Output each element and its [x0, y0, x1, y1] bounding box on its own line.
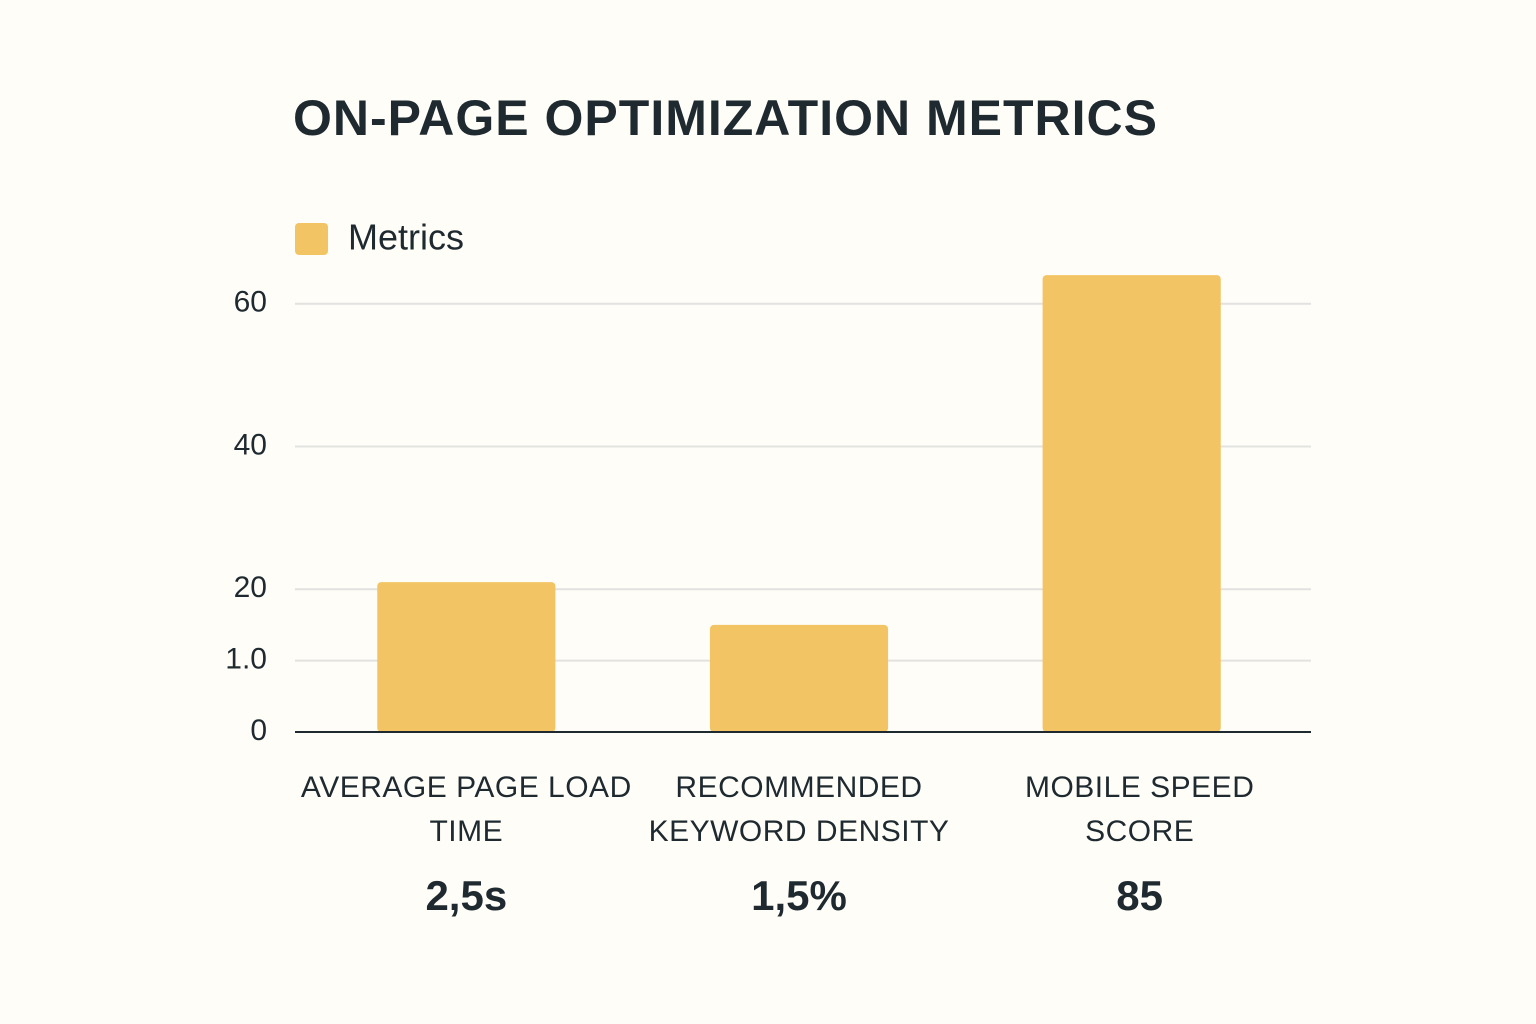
x-tick-label: MOBILE SPEED SCORE	[1024, 771, 1255, 848]
y-tick-label: 40	[234, 428, 267, 461]
legend-swatch	[295, 223, 328, 255]
bar	[709, 624, 889, 732]
y-tick-label: 1.0	[225, 643, 267, 676]
chart-title: ON-PAGE OPTIMIZATION METRICS	[293, 90, 1158, 146]
y-tick-label: 20	[234, 571, 267, 604]
y-tick-label: 60	[234, 286, 267, 319]
value-annotation: 85	[1116, 872, 1164, 919]
bar	[1042, 275, 1221, 732]
legend-label: Metrics	[348, 217, 464, 258]
bar	[377, 582, 556, 732]
value-annotation: 1,5%	[751, 872, 847, 919]
x-tick-label: AVERAGE PAGE LOAD TIME	[300, 771, 632, 848]
value-annotation: 2,5s	[425, 872, 508, 919]
x-tick-label: RECOMMENDED KEYWORD DENSITY	[648, 771, 950, 848]
y-tick-label: 0	[250, 714, 267, 747]
